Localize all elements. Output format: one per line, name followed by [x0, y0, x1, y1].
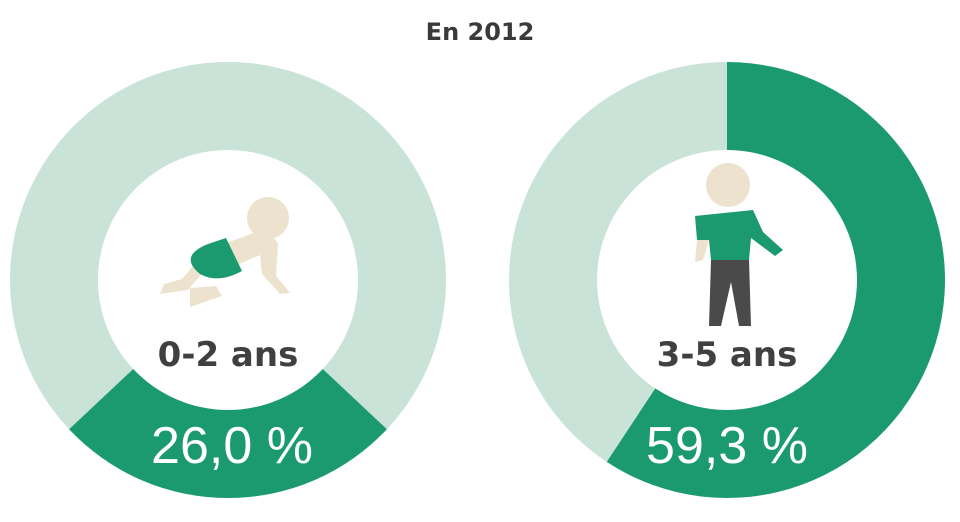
crawling-baby-icon — [160, 197, 290, 307]
chart-title: En 2012 — [425, 18, 535, 46]
value-label: 59,3 % — [646, 417, 808, 475]
standing-child-icon — [695, 163, 783, 326]
donut-value-segment — [69, 368, 387, 498]
donut-rest-segment — [509, 62, 727, 462]
category-label: 0-2 ans — [158, 335, 299, 375]
donut-0-2: 0-2 ans 26,0 % — [9, 61, 446, 498]
donut-value-segment — [606, 62, 946, 498]
value-label: 26,0 % — [151, 417, 313, 475]
donut-3-5: 3-5 ans 59,3 % — [509, 62, 946, 498]
donut-rest-segment — [9, 61, 446, 430]
category-label: 3-5 ans — [657, 335, 798, 375]
